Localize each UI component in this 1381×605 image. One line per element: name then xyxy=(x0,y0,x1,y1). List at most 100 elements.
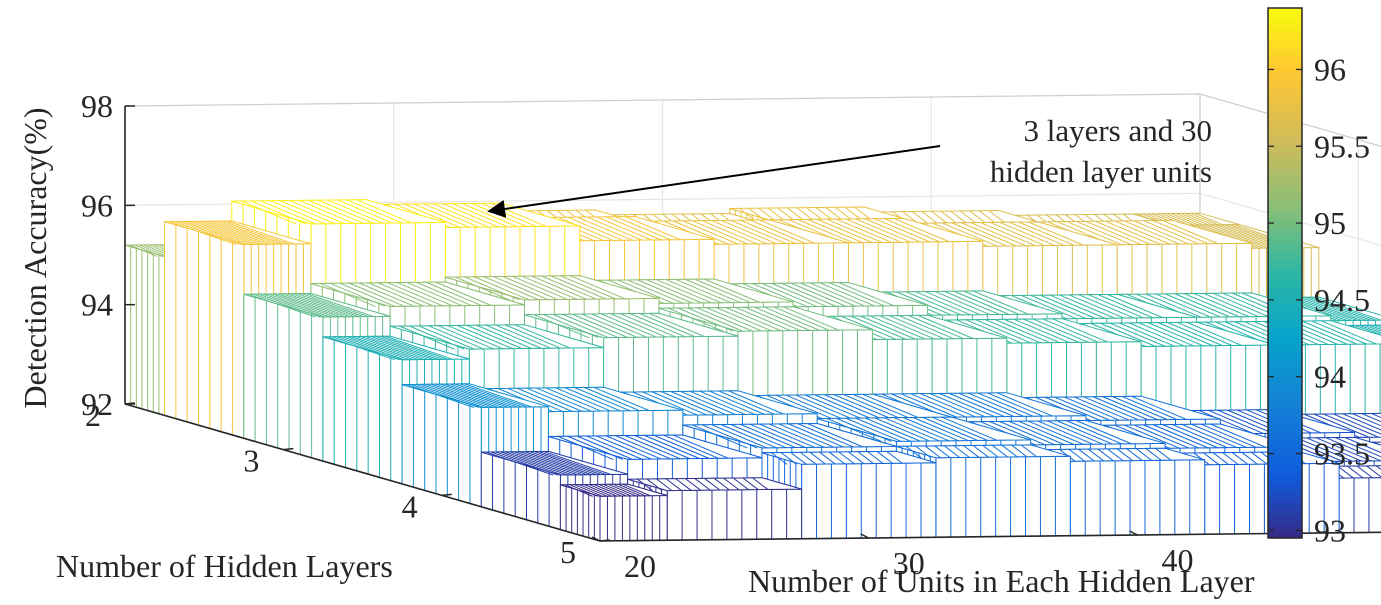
surface-top-hatch xyxy=(788,423,844,448)
surface-top-hatch xyxy=(684,478,701,491)
surface-top-hatch xyxy=(884,417,940,442)
surface-top-hatch xyxy=(732,477,749,491)
colorbar-tick-label: 95.5 xyxy=(1314,128,1370,164)
surface-top-hatch xyxy=(226,220,295,245)
surface-top-hatch xyxy=(973,290,1029,315)
surface-top-hatch xyxy=(533,451,602,475)
surface-top-hatch xyxy=(673,220,729,245)
surface-top-hatch xyxy=(1112,396,1168,421)
surface-top-hatch xyxy=(574,387,631,412)
surface-front-wall xyxy=(599,494,668,542)
surface-top-hatch xyxy=(807,219,863,244)
surface-cell xyxy=(480,450,629,531)
surface-top-hatch xyxy=(930,210,947,224)
surface-top-hatch xyxy=(977,392,1034,417)
surface-top-hatch xyxy=(1161,213,1190,226)
surface-top-hatch xyxy=(1352,413,1381,427)
annotation: 3 layers and 30 hidden layer units xyxy=(487,113,1212,218)
surface-top-hatch xyxy=(1332,413,1381,435)
surface-top-hatch xyxy=(1001,444,1018,458)
surface-front-wall xyxy=(243,243,312,295)
surface-top-hatch xyxy=(134,244,163,257)
surface-top-hatch xyxy=(911,211,928,224)
y-tick-label: 2 xyxy=(85,397,101,433)
surface-top-hatch xyxy=(806,207,823,220)
surface-top-hatch xyxy=(1030,294,1086,319)
surface-top-hatch xyxy=(738,208,755,221)
surface-top-hatch xyxy=(593,386,650,411)
surface-top-hatch xyxy=(550,275,607,300)
surface-top-hatch xyxy=(968,392,1024,417)
surface-top-hatch xyxy=(1097,294,1154,319)
surface-top-face xyxy=(817,416,1031,442)
surface-top-hatch xyxy=(807,423,863,448)
surface-top-hatch xyxy=(308,199,364,224)
surface-top-hatch xyxy=(1191,423,1247,448)
surface-top-hatch xyxy=(445,383,513,408)
surface-top-hatch xyxy=(855,417,911,442)
surface-top-hatch xyxy=(1013,318,1070,343)
surface-top-hatch xyxy=(817,218,873,243)
surface-top-hatch xyxy=(963,445,980,458)
surface-top-hatch xyxy=(1124,424,1180,449)
surface-top-hatch xyxy=(675,478,692,491)
surface-top-hatch xyxy=(780,452,797,465)
surface-top-hatch xyxy=(970,222,1027,247)
surface-top-hatch xyxy=(1032,318,1089,343)
annotation-line-1: 3 layers and 30 xyxy=(1023,113,1212,148)
surface-top-hatch xyxy=(222,220,290,245)
surface-top-hatch xyxy=(865,218,921,243)
surface-top-hatch xyxy=(1316,437,1372,462)
surface-top-hatch xyxy=(1361,413,1381,423)
surface-top-hatch xyxy=(596,216,652,241)
surface-top-hatch xyxy=(953,445,970,458)
surface-top-hatch xyxy=(1337,465,1354,479)
surface-top-hatch xyxy=(536,387,592,412)
surface-top-hatch xyxy=(783,306,839,331)
surface-top-hatch xyxy=(1251,451,1268,465)
surface-top-hatch xyxy=(853,393,909,419)
surface-top-hatch xyxy=(543,314,599,339)
annotation-arrow xyxy=(487,145,941,218)
surface-top-hatch xyxy=(742,477,759,490)
surface-top-hatch xyxy=(917,314,974,339)
surface-top-hatch xyxy=(555,387,611,412)
surface-top-hatch xyxy=(950,210,967,224)
surface-top-hatch xyxy=(605,435,662,460)
surface-top-hatch xyxy=(207,220,276,245)
surface-top-hatch xyxy=(1088,448,1105,462)
surface-top-hatch xyxy=(598,483,627,497)
surface-cell xyxy=(1061,321,1276,412)
surface-top-hatch xyxy=(298,199,355,224)
surface-top-hatch xyxy=(1128,322,1185,347)
surface-top-hatch xyxy=(1076,221,1132,246)
surface-top-hatch xyxy=(1304,296,1372,321)
surface-top-hatch xyxy=(351,336,419,361)
surface-top-hatch xyxy=(188,220,256,245)
surface-top-hatch xyxy=(833,394,890,419)
colorbar-tick-label: 96 xyxy=(1314,51,1346,87)
surface-top-hatch xyxy=(1356,465,1373,479)
surface-top-hatch xyxy=(320,282,376,307)
surface-top-hatch xyxy=(1138,322,1194,347)
surface-top-hatch xyxy=(1028,221,1084,246)
surface-cell xyxy=(761,450,937,540)
surface-top-hatch xyxy=(900,393,957,418)
surface-top-hatch xyxy=(673,434,729,459)
surface-top-hatch xyxy=(365,335,434,360)
surface-top-hatch xyxy=(269,200,326,225)
surface-top-hatch xyxy=(370,335,439,360)
surface-top-hatch xyxy=(440,383,508,408)
surface-top-hatch xyxy=(845,218,902,243)
surface-top-hatch xyxy=(1296,437,1353,462)
surface-top-face xyxy=(627,477,802,492)
surface-top-hatch xyxy=(987,392,1043,417)
x-tick xyxy=(591,536,601,542)
surface-top-face xyxy=(761,450,937,465)
surface-top-hatch xyxy=(430,383,499,408)
surface-top-hatch xyxy=(969,210,986,223)
surface-front-wall xyxy=(547,409,684,438)
surface-top-hatch xyxy=(711,220,767,245)
surface-top-hatch xyxy=(1124,220,1180,245)
surface-top-hatch xyxy=(1201,224,1269,249)
